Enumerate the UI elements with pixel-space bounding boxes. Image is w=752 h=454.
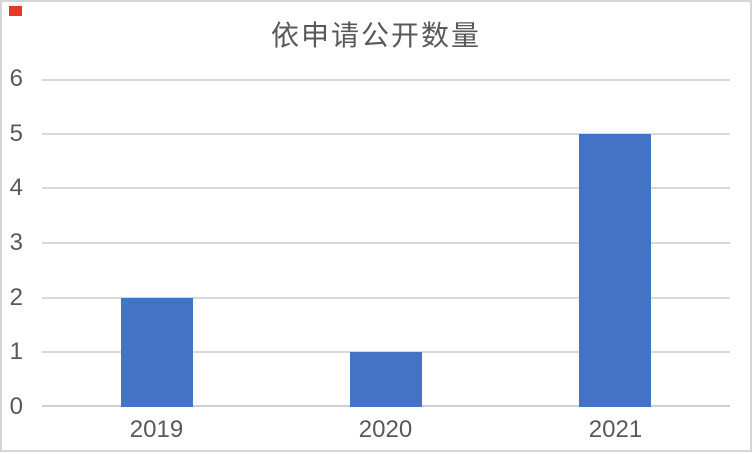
y-tick-label: 4 (9, 174, 23, 201)
gridline (42, 133, 730, 135)
x-tick-label: 2021 (588, 416, 643, 443)
plot-area (42, 79, 730, 407)
bar-2019 (121, 298, 193, 407)
x-tick-label: 2020 (358, 416, 413, 443)
gridline (42, 297, 730, 299)
bar-2021 (579, 134, 651, 407)
y-tick-label: 3 (9, 229, 23, 256)
y-tick-label: 1 (9, 338, 23, 365)
bar-2020 (350, 352, 422, 407)
x-tick-label: 2019 (129, 416, 184, 443)
y-tick-label: 2 (9, 284, 23, 311)
y-axis: 0 1 2 3 4 5 6 (2, 2, 23, 454)
gridline (42, 79, 730, 81)
gridline (42, 242, 730, 244)
chart-title: 依申请公开数量 (270, 20, 481, 51)
gridline (42, 187, 730, 189)
y-tick-label: 5 (9, 120, 23, 147)
red-marker (9, 6, 22, 16)
y-tick-label: 0 (9, 393, 23, 420)
y-tick-label: 6 (9, 65, 23, 92)
